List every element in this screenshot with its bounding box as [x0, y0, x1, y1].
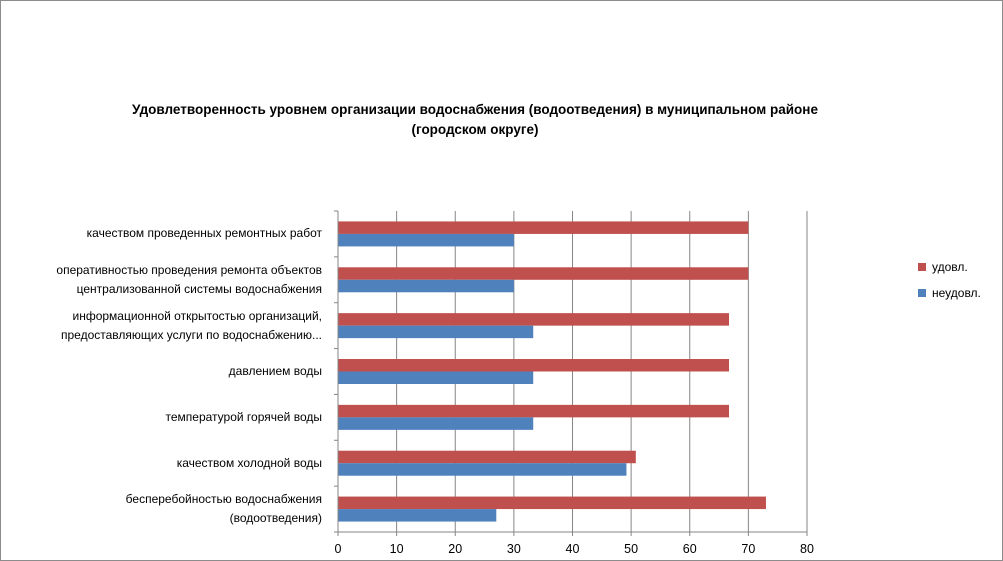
category-label-6: бесперебойностью водоснабжения (водоотвед… — [0, 490, 322, 528]
chart-title-line-2: (городском округе) — [411, 122, 539, 137]
x-tick-label-70: 70 — [741, 542, 755, 556]
bar-unsatisfied-5 — [338, 463, 627, 476]
category-label-3: давлением воды — [0, 362, 322, 381]
category-label-2-line-1: предоставляющих услуги по водоснабжению.… — [61, 327, 322, 342]
category-label-5: качеством холодной воды — [0, 454, 322, 473]
x-tick-label-20: 20 — [448, 542, 462, 556]
category-label-1-line-0: оперативностью проведения ремонта объект… — [56, 262, 322, 277]
x-tick-label-60: 60 — [683, 542, 697, 556]
category-label-4: температурой горячей воды — [0, 408, 323, 427]
category-label-5-line-0: качеством холодной воды — [176, 455, 322, 470]
bar-unsatisfied-6 — [338, 509, 497, 522]
category-label-3-line-0: давлением воды — [228, 364, 322, 378]
category-label-0-line-0: качеством проведенных ремонтных работ — [86, 226, 322, 241]
category-label-6-line-0: бесперебойностью водоснабжения — [125, 492, 322, 507]
bar-satisfied-3 — [338, 359, 730, 372]
x-tick-label-30: 30 — [507, 542, 521, 556]
x-tick-label-0: 0 — [335, 542, 342, 556]
legend-swatch-satisfied — [918, 263, 926, 271]
legend-swatch-unsatisfied — [918, 289, 926, 297]
x-tick-label-10: 10 — [390, 542, 404, 556]
category-label-1-line-1: централизованной системы водоснабжения — [76, 281, 322, 296]
bar-satisfied-0 — [338, 221, 749, 234]
bar-satisfied-2 — [338, 313, 730, 326]
bar-satisfied-1 — [338, 267, 749, 280]
x-tick-label-40: 40 — [566, 542, 580, 556]
bar-unsatisfied-2 — [338, 325, 534, 339]
category-label-4-line-0: температурой горячей воды — [165, 409, 323, 424]
category-label-6-line-1: (водоотведения) — [229, 511, 322, 526]
bar-satisfied-6 — [338, 496, 766, 510]
chart-title-line-1: Удовлетворенность уровнем организации во… — [132, 102, 818, 117]
category-label-1: оперативностью проведения ремонта объект… — [0, 261, 322, 299]
legend-label-satisfied: удовл. — [932, 260, 968, 274]
category-label-2-line-0: информационной открытостью организаций, — [72, 308, 322, 323]
category-label-2: информационной открытостью организаций, п… — [0, 307, 322, 345]
bar-unsatisfied-1 — [338, 279, 514, 293]
x-tick-label-50: 50 — [624, 542, 638, 556]
category-label-0: качеством проведенных ремонтных работ — [0, 224, 322, 243]
bar-unsatisfied-0 — [338, 233, 514, 247]
x-tick-label-80: 80 — [800, 542, 814, 556]
bar-unsatisfied-3 — [338, 371, 534, 384]
bar-unsatisfied-4 — [338, 417, 534, 430]
bar-satisfied-5 — [338, 450, 636, 464]
bar-satisfied-4 — [338, 404, 730, 418]
chart-title: Удовлетворенность уровнем организации во… — [90, 100, 860, 140]
legend-label-unsatisfied: неудовл. — [932, 286, 981, 300]
